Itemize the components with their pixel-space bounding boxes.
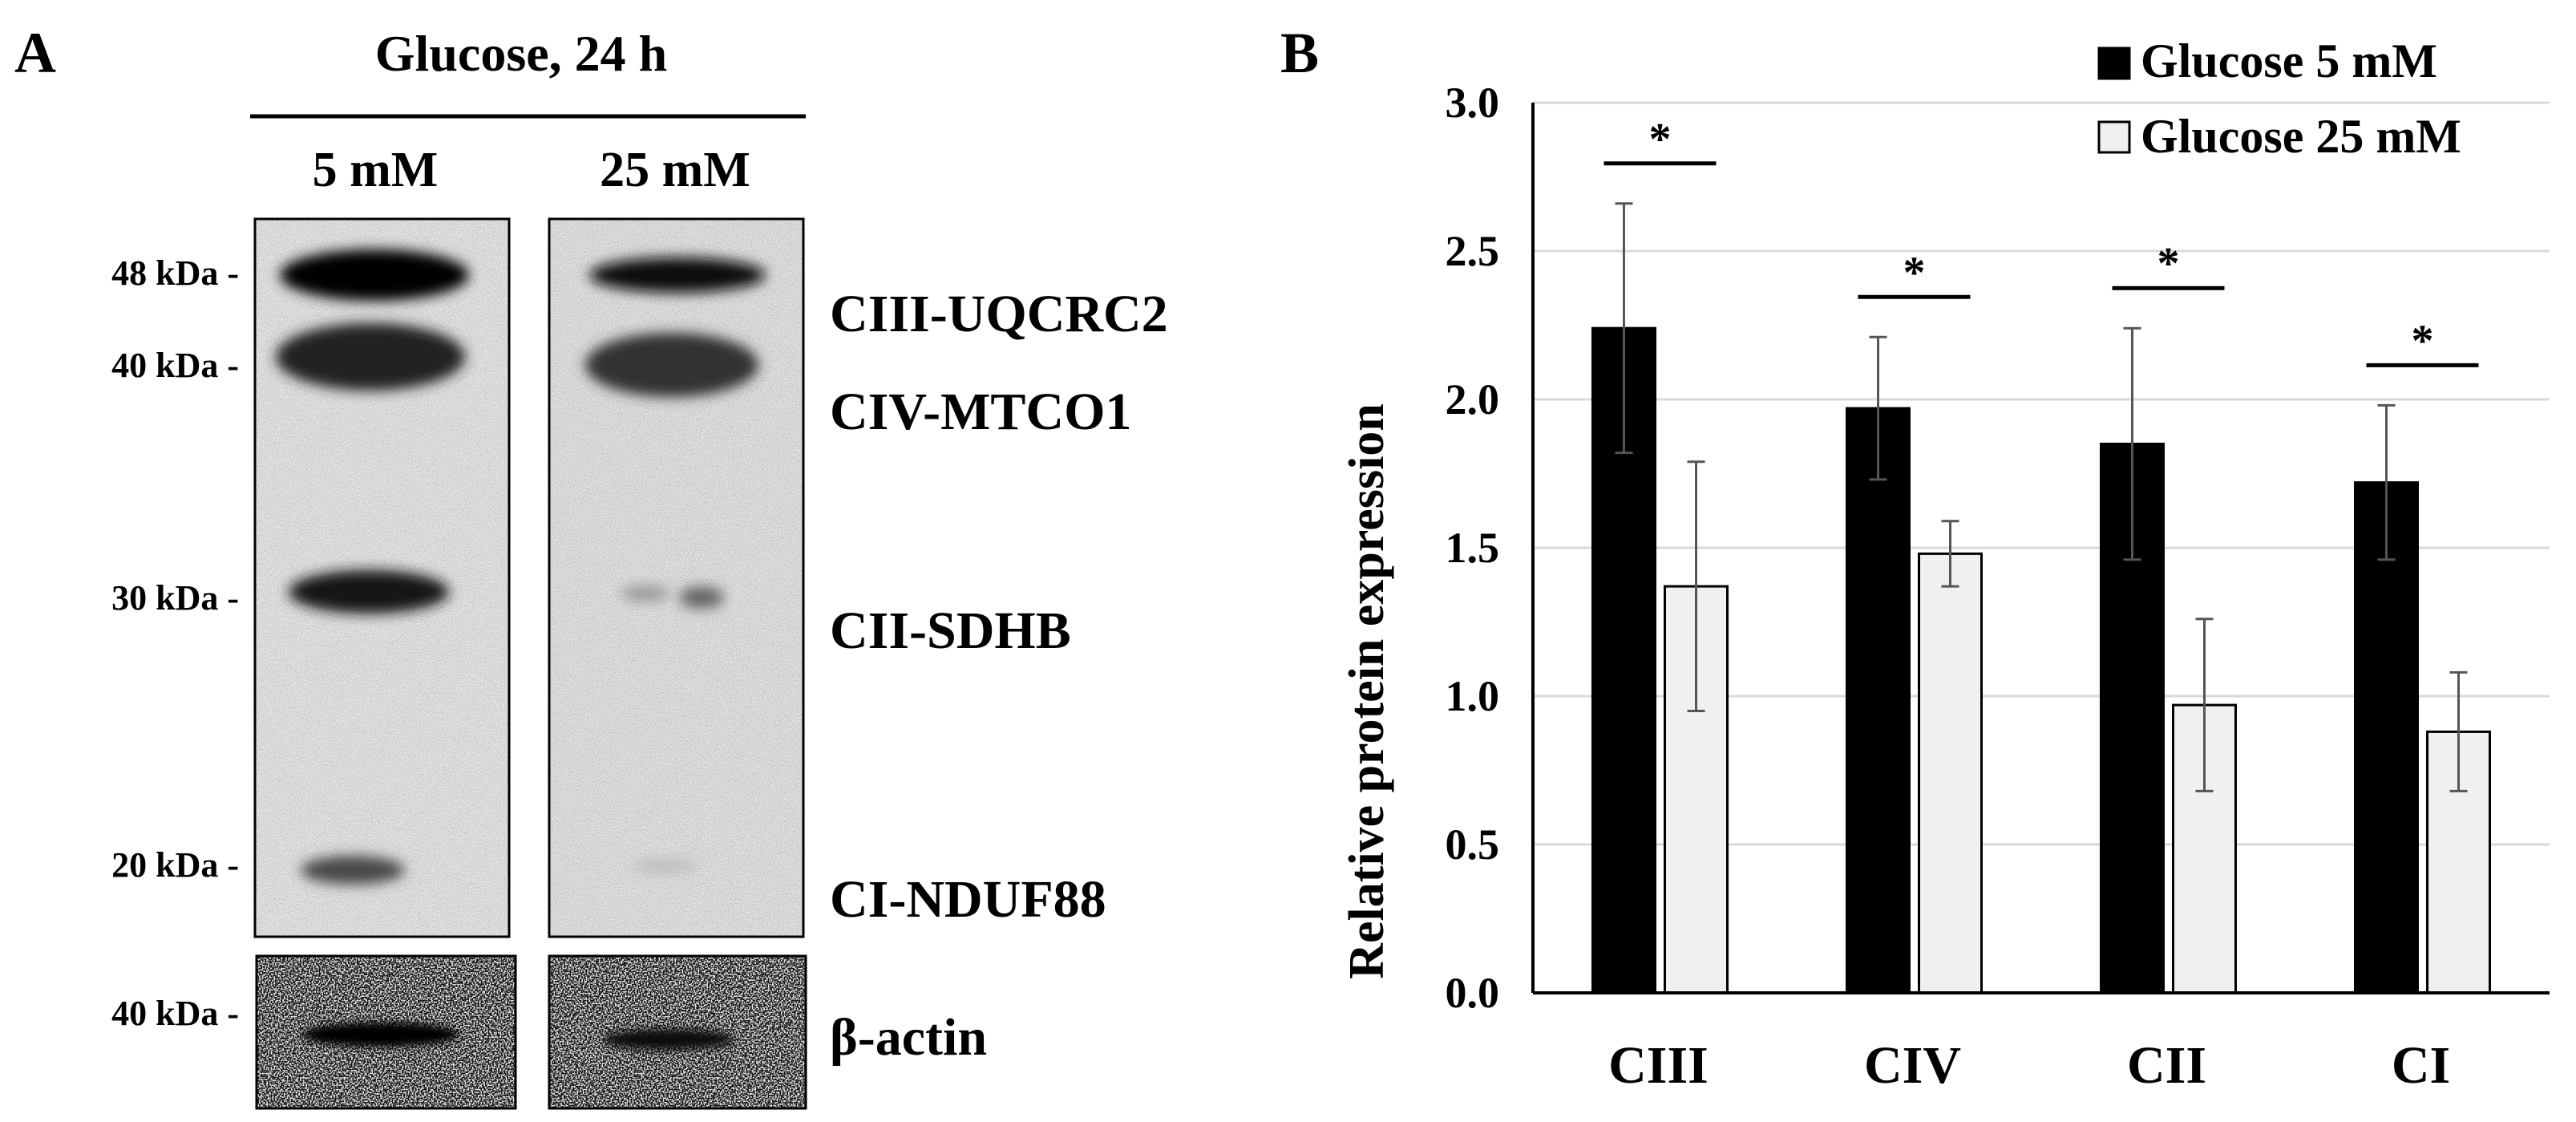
band-nduf88-25mm [633,860,698,873]
blot-header: Glucose, 24 h [375,25,667,82]
band-sdhb-5mm [289,570,449,614]
panel-a: A Glucose, 24 h 5 mM 25 mM 48 kDa - 40 k… [14,21,1168,1110]
lane-label-25mm: 25 mM [600,143,750,197]
legend-swatch-5mm [2097,47,2131,80]
significance-star-ciii: * [1649,115,1672,164]
band-sdhb-25mm-b [621,585,669,602]
panel-b: B Glucose 5 mM Glucose 25 mM Relative pr… [1280,21,2550,1095]
protein-label-sdhb: CII-SDHB [830,602,1071,660]
y-tick-label: 2.5 [1446,227,1500,275]
actin-lane-5mm [255,954,517,1110]
x-tick-label-ciii: CIII [1608,1036,1709,1095]
y-tick-label: 1.0 [1446,672,1500,720]
significance-star-cii: * [2157,239,2180,289]
blot-lane-25mm [548,217,805,938]
band-mtco1-5mm [276,323,465,391]
actin-lane-25mm [548,954,807,1110]
bar-ci-series-1 [2354,481,2419,994]
y-tick-label: 0.5 [1446,820,1500,869]
marker-30kda: 30 kDa - [111,578,239,618]
y-axis-ticks: 0.0 0.5 1.0 1.5 2.0 2.5 3.0 [1446,79,1500,1017]
protein-label-nduf88: CI-NDUF88 [830,870,1106,929]
panel-a-label: A [14,21,56,85]
x-tick-label-ci: CI [2392,1036,2450,1095]
band-actin-5mm [302,1023,459,1047]
x-tick-label-cii: CII [2127,1036,2206,1095]
marker-actin-40kda: 40 kDa - [111,994,239,1033]
y-tick-label: 1.5 [1446,524,1500,572]
bars [1591,326,2491,994]
x-tick-label-civ: CIV [1864,1036,1961,1095]
x-axis-ticks: CIII CIV CII CI [1608,1036,2450,1095]
legend-label-5mm: Glucose 5 mM [2141,34,2437,87]
band-uqcrc2-5mm [280,249,469,301]
marker-40kda: 40 kDa - [111,346,239,385]
protein-label-uqcrc2: CIII-UQCRC2 [830,285,1168,343]
y-axis-title: Relative protein expression [1340,403,1394,979]
band-sdhb-25mm-a [679,586,724,609]
y-tick-label: 3.0 [1446,79,1500,127]
band-actin-25mm [603,1029,734,1050]
lane-label-5mm: 5 mM [313,143,439,197]
y-tick-label: 0.0 [1446,969,1500,1017]
band-nduf88-5mm [301,856,405,885]
significance-star-civ: * [1903,248,1926,298]
legend: Glucose 5 mM Glucose 25 mM [2097,34,2461,163]
protein-label-actin: β-actin [830,1008,987,1067]
significance-markers: * * * * [1603,115,2479,367]
blot-lane-5mm [253,217,511,938]
y-tick-label: 2.0 [1446,375,1500,423]
band-uqcrc2-25mm [589,257,766,293]
significance-star-ci: * [2412,316,2434,366]
legend-label-25mm: Glucose 25 mM [2141,110,2461,163]
bar-civ-series-2 [1918,552,1983,994]
marker-48kda: 48 kDa - [111,253,239,293]
panel-b-label: B [1280,21,1319,85]
bar-civ-series-1 [1846,407,1911,994]
legend-swatch-25mm [2097,120,2131,154]
protein-label-mtco1: CIV-MTCO1 [830,383,1131,441]
band-mtco1-25mm [585,333,758,397]
error-bars [1615,202,2468,792]
marker-20kda: 20 kDa - [111,845,239,885]
